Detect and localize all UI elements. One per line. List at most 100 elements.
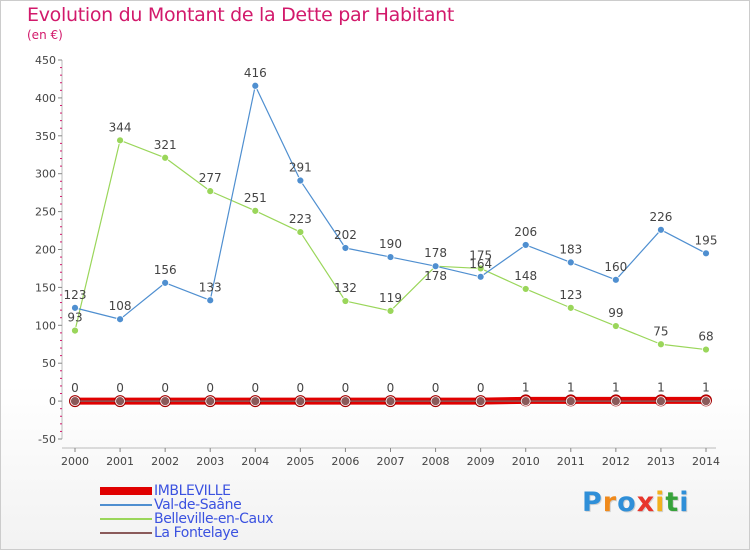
- x-tick-label: 2004: [241, 455, 269, 468]
- data-point: [702, 345, 710, 354]
- data-label: 1: [522, 380, 530, 394]
- data-point: [611, 275, 620, 284]
- data-point: [476, 264, 485, 273]
- chart-title: Evolution du Montant de la Dette par Hab…: [27, 4, 455, 26]
- y-tick-label: 350: [35, 130, 56, 143]
- logo-letter: r: [602, 487, 618, 518]
- data-point: [250, 396, 261, 407]
- data-point: [341, 297, 350, 305]
- y-tick-label: 100: [35, 319, 56, 332]
- data-label: 133: [199, 280, 222, 294]
- data-label: 1: [657, 380, 665, 394]
- y-tick-label: 150: [35, 281, 56, 294]
- data-label: 123: [64, 288, 87, 302]
- data-point: [71, 326, 79, 335]
- data-label: 206: [514, 225, 537, 239]
- x-tick-label: 2010: [512, 455, 540, 468]
- data-label: 291: [289, 161, 312, 175]
- series-line-1: [74, 85, 707, 320]
- data-point: [430, 396, 441, 407]
- x-tick-label: 2006: [331, 455, 359, 468]
- data-point: [475, 396, 486, 407]
- legend-label: Val-de-Saâne: [154, 497, 242, 513]
- data-label: 0: [342, 381, 350, 395]
- data-point: [206, 187, 215, 196]
- data-point: [610, 396, 621, 407]
- data-point: [385, 396, 396, 407]
- data-point: [160, 396, 171, 407]
- data-label: 119: [379, 291, 402, 305]
- legend-label: La Fontelaye: [154, 525, 239, 541]
- unit-label: (en €): [27, 28, 63, 42]
- logo-letter: i: [655, 487, 666, 518]
- data-point: [70, 396, 80, 407]
- data-point: [701, 396, 711, 407]
- data-label: 75: [653, 324, 668, 338]
- data-label: 226: [649, 210, 672, 224]
- data-point: [521, 241, 530, 249]
- data-point: [520, 396, 531, 407]
- logo-letter: P: [582, 487, 603, 518]
- data-label: 195: [695, 233, 718, 247]
- data-point: [295, 396, 306, 407]
- y-tick-label: 0: [49, 395, 56, 408]
- data-point: [251, 206, 260, 215]
- data-point: [205, 396, 216, 407]
- data-point: [386, 253, 395, 261]
- data-label: 178: [424, 246, 447, 260]
- y-tick-label: 200: [35, 244, 56, 257]
- data-point: [206, 296, 215, 305]
- data-label: 156: [154, 263, 177, 277]
- logo-letter: t: [665, 487, 680, 518]
- x-tick-label: 2011: [557, 455, 585, 468]
- y-tick-label: -50: [38, 433, 56, 446]
- data-point: [115, 396, 125, 407]
- y-tick-label: 50: [42, 357, 56, 370]
- data-label: 175: [469, 248, 492, 262]
- data-label: 0: [297, 381, 305, 395]
- data-label: 68: [698, 330, 713, 344]
- data-point: [566, 303, 575, 312]
- data-point: [386, 306, 395, 315]
- data-label: 108: [109, 299, 132, 313]
- x-tick-label: 2005: [286, 455, 314, 468]
- x-tick-label: 2001: [106, 455, 134, 468]
- proxiti-logo: Proxiti: [582, 487, 690, 518]
- data-label: 190: [379, 237, 402, 251]
- x-tick-label: 2014: [692, 455, 720, 468]
- data-label: 0: [387, 381, 395, 395]
- legend-label: IMBLEVILLE: [154, 483, 231, 499]
- data-point: [251, 81, 260, 90]
- x-tick-label: 2012: [602, 455, 630, 468]
- data-point: [431, 262, 440, 271]
- data-label: 123: [559, 288, 582, 302]
- legend-label: Belleville-en-Caux: [154, 511, 274, 527]
- data-point: [296, 228, 305, 236]
- x-tick-label: 2007: [377, 455, 405, 468]
- data-label: 416: [244, 66, 267, 80]
- data-point: [656, 396, 666, 407]
- data-label: 93: [67, 311, 82, 325]
- data-label: 0: [206, 381, 214, 395]
- data-label: 0: [477, 381, 485, 395]
- x-tick-label: 2009: [467, 455, 495, 468]
- data-label: 202: [334, 228, 357, 242]
- data-label: 148: [514, 269, 537, 283]
- data-point: [116, 315, 124, 324]
- data-point: [161, 153, 170, 162]
- data-label: 321: [154, 138, 177, 152]
- data-point: [296, 176, 305, 185]
- data-point: [566, 258, 575, 267]
- y-tick-label: 300: [35, 168, 56, 181]
- data-point: [161, 278, 170, 287]
- data-label: 1: [567, 380, 575, 394]
- data-label: 183: [559, 242, 582, 256]
- data-label: 344: [109, 120, 132, 134]
- data-label: 99: [608, 306, 623, 320]
- data-label: 251: [244, 191, 267, 205]
- logo-letter: x: [636, 487, 656, 518]
- data-point: [611, 322, 620, 330]
- data-label: 1: [612, 380, 620, 394]
